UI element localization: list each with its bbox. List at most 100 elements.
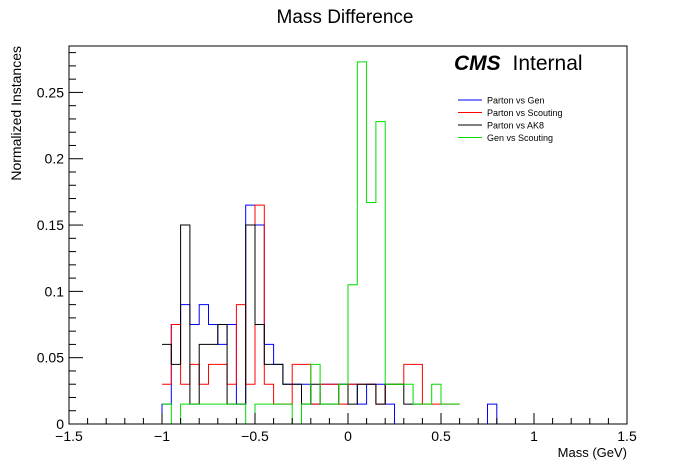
histogram-bin <box>329 404 338 424</box>
legend: Parton vs Gen Parton vs Scouting Parton vs… <box>458 96 563 143</box>
histogram-bin <box>311 364 320 424</box>
histogram-bin <box>302 404 311 424</box>
series-layer <box>87 61 609 425</box>
histogram-bin <box>218 364 227 424</box>
histogram-bin <box>441 404 450 424</box>
histogram-bin <box>367 384 376 424</box>
histogram-bin <box>236 404 245 424</box>
histogram-bin <box>236 404 245 424</box>
histogram-bin <box>246 205 255 424</box>
histogram-bin <box>227 404 236 424</box>
histogram-bin <box>199 305 208 424</box>
histogram-bin <box>413 404 422 424</box>
histogram-bin <box>181 305 190 424</box>
histogram-bin <box>274 404 283 424</box>
legend-label: Parton vs Scouting <box>487 108 563 118</box>
histogram-bin <box>339 404 348 424</box>
histogram-bin <box>227 404 236 424</box>
histogram-bin <box>218 344 227 424</box>
histogram-bin <box>450 404 459 424</box>
histogram-bin <box>190 364 199 424</box>
histogram-bin <box>236 404 245 424</box>
histogram-bin <box>209 404 218 424</box>
histogram-bin <box>367 384 376 424</box>
histogram-bin <box>395 384 404 424</box>
histogram-bin <box>311 404 320 424</box>
histogram-bin <box>274 404 283 424</box>
legend-item: Parton vs Scouting <box>458 108 563 118</box>
histogram-bin <box>274 364 283 424</box>
legend-item: Parton vs AK8 <box>458 121 544 131</box>
x-axis-label: Mass (GeV) <box>558 445 627 460</box>
series-3 <box>162 61 460 425</box>
cms-internal-annotation: CMS Internal <box>454 52 583 75</box>
series-2 <box>162 224 423 424</box>
histogram-bin <box>255 404 264 424</box>
histogram-bin <box>367 203 376 424</box>
histogram-bin <box>264 404 273 424</box>
axis-ticks: −1.5 −1 −0.5 0 0.5 1 1.5 0 0.05 0.1 0.15 0.2 0.25 <box>37 52 637 444</box>
legend-item: Parton vs Gen <box>458 96 545 106</box>
histogram-bin <box>432 404 441 424</box>
cms-label: CMS <box>454 52 501 75</box>
histogram-bin <box>367 384 376 424</box>
histogram-bin <box>329 404 338 424</box>
x-tick-label: 1 <box>530 428 538 444</box>
histogram-bin <box>227 325 236 424</box>
x-tick-label: 1.5 <box>617 428 637 444</box>
histogram-bin <box>320 404 329 424</box>
x-tick-label: −0.5 <box>241 428 269 444</box>
histogram-bin <box>292 384 301 424</box>
histogram-bin <box>209 325 218 424</box>
histogram-bin <box>376 404 385 424</box>
histogram-bin <box>292 384 301 424</box>
legend-label: Parton vs AK8 <box>487 121 544 131</box>
histogram-bin <box>413 364 422 424</box>
histogram-bin <box>404 364 413 424</box>
histogram-bin <box>218 325 227 424</box>
y-tick-label: 0 <box>56 416 64 432</box>
histogram-bin <box>171 325 180 424</box>
histogram-bin <box>236 305 245 424</box>
histogram-bin <box>376 404 385 424</box>
histogram-bin <box>181 225 190 424</box>
histogram-bin <box>283 404 292 424</box>
chart-title: Mass Difference <box>277 7 414 28</box>
histogram-bin <box>283 404 292 424</box>
histogram-bin <box>190 404 199 424</box>
legend-item: Gen vs Scouting <box>458 133 553 143</box>
y-tick-label: 0.1 <box>45 283 65 299</box>
histogram-bin <box>209 364 218 424</box>
series-line <box>162 224 423 405</box>
histogram-bin <box>171 364 180 424</box>
histogram-bin <box>488 404 497 424</box>
y-tick-label: 0.2 <box>45 151 65 167</box>
x-tick-label: −1.5 <box>55 428 83 444</box>
histogram-bin <box>209 344 218 424</box>
histogram-bin <box>190 325 199 424</box>
y-tick-label: 0.25 <box>37 84 64 100</box>
histogram-bin <box>162 404 171 424</box>
histogram-bin <box>348 404 357 424</box>
x-tick-label: −1 <box>154 428 170 444</box>
histogram-bin <box>190 404 199 424</box>
histogram-bin <box>162 404 171 424</box>
histogram-bin <box>413 404 422 424</box>
histogram-bin <box>376 122 385 424</box>
histogram-bin <box>255 325 264 424</box>
histogram-bin <box>199 404 208 424</box>
histogram-bin <box>264 364 273 424</box>
histogram-bin <box>302 364 311 424</box>
histogram-bin <box>395 384 404 424</box>
internal-label: Internal <box>513 52 583 75</box>
histogram-bin <box>171 325 180 424</box>
series-line <box>162 61 460 425</box>
histogram-bin <box>274 364 283 424</box>
histogram-bin <box>246 225 255 424</box>
histogram-bin <box>348 285 357 424</box>
histogram-bin <box>311 404 320 424</box>
histogram-bin <box>218 404 227 424</box>
histogram-bin <box>357 404 366 424</box>
histogram-bin <box>441 404 450 424</box>
x-tick-label: 0.5 <box>431 428 451 444</box>
